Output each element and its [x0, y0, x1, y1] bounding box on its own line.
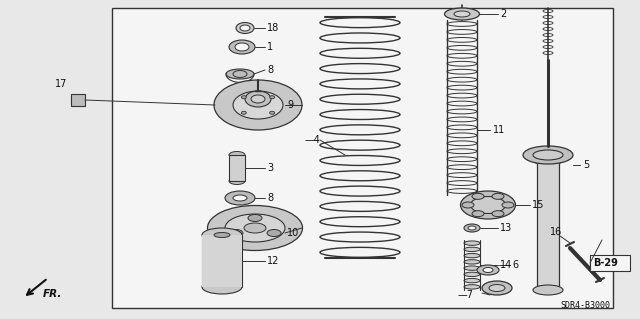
Ellipse shape [468, 226, 476, 230]
Ellipse shape [245, 91, 271, 107]
Ellipse shape [267, 229, 281, 236]
Ellipse shape [472, 211, 484, 217]
Ellipse shape [464, 278, 480, 283]
Text: 12: 12 [267, 256, 280, 266]
Ellipse shape [533, 285, 563, 295]
Text: 17: 17 [55, 79, 67, 89]
Text: 6: 6 [512, 260, 518, 270]
Ellipse shape [225, 214, 285, 242]
Bar [112, 8, 613, 308]
Ellipse shape [269, 96, 275, 99]
Ellipse shape [461, 191, 515, 219]
Ellipse shape [248, 214, 262, 221]
Ellipse shape [233, 195, 247, 201]
Ellipse shape [462, 202, 474, 208]
Ellipse shape [251, 95, 265, 103]
Bar [229, 155, 245, 181]
Text: 2: 2 [500, 9, 506, 19]
Ellipse shape [454, 11, 470, 17]
Ellipse shape [482, 281, 512, 295]
Text: 13: 13 [500, 223, 512, 233]
Ellipse shape [236, 23, 254, 33]
Text: 5: 5 [583, 160, 589, 170]
Ellipse shape [214, 80, 302, 130]
Ellipse shape [235, 43, 249, 51]
Text: 1: 1 [267, 42, 273, 52]
Text: 10: 10 [287, 228, 300, 238]
Text: —4: —4 [305, 135, 321, 145]
Ellipse shape [470, 197, 506, 213]
Bar [202, 235, 242, 287]
Ellipse shape [445, 8, 479, 20]
Ellipse shape [464, 247, 480, 252]
Ellipse shape [244, 223, 266, 233]
Ellipse shape [489, 285, 505, 292]
Bar [537, 160, 559, 290]
Ellipse shape [464, 224, 480, 232]
Ellipse shape [269, 111, 275, 114]
Text: SDR4-B3000: SDR4-B3000 [560, 301, 610, 310]
Ellipse shape [477, 265, 499, 275]
Ellipse shape [202, 280, 242, 294]
Text: 11: 11 [493, 125, 505, 135]
Ellipse shape [533, 155, 563, 165]
Ellipse shape [464, 272, 480, 277]
Text: 3: 3 [267, 163, 273, 173]
Ellipse shape [240, 25, 250, 31]
Ellipse shape [472, 193, 484, 199]
Ellipse shape [233, 91, 283, 119]
Text: B-29: B-29 [593, 258, 618, 268]
Text: —7: —7 [458, 290, 474, 300]
Ellipse shape [214, 233, 230, 238]
Ellipse shape [492, 193, 504, 199]
Ellipse shape [502, 202, 514, 208]
Ellipse shape [483, 268, 493, 272]
Ellipse shape [226, 69, 254, 79]
Text: 9: 9 [287, 100, 293, 110]
Ellipse shape [464, 266, 480, 270]
Text: 18: 18 [267, 23, 279, 33]
Text: 8: 8 [267, 193, 273, 203]
Ellipse shape [523, 146, 573, 164]
Ellipse shape [492, 211, 504, 217]
Text: 16: 16 [550, 227, 563, 237]
Ellipse shape [225, 191, 255, 205]
Ellipse shape [229, 229, 243, 236]
Text: FR.: FR. [43, 289, 62, 299]
Bar [71, 94, 85, 106]
Text: 14: 14 [500, 260, 512, 270]
Ellipse shape [464, 285, 480, 289]
Ellipse shape [202, 228, 242, 242]
Ellipse shape [229, 152, 245, 159]
Text: 8: 8 [267, 65, 273, 75]
Ellipse shape [229, 177, 245, 184]
Ellipse shape [241, 111, 246, 114]
Ellipse shape [241, 96, 246, 99]
Ellipse shape [207, 205, 303, 250]
Text: 15: 15 [532, 200, 545, 210]
Bar [590, 255, 630, 271]
Ellipse shape [533, 150, 563, 160]
Ellipse shape [229, 40, 255, 54]
Ellipse shape [464, 241, 480, 245]
Ellipse shape [464, 260, 480, 264]
Ellipse shape [464, 253, 480, 258]
